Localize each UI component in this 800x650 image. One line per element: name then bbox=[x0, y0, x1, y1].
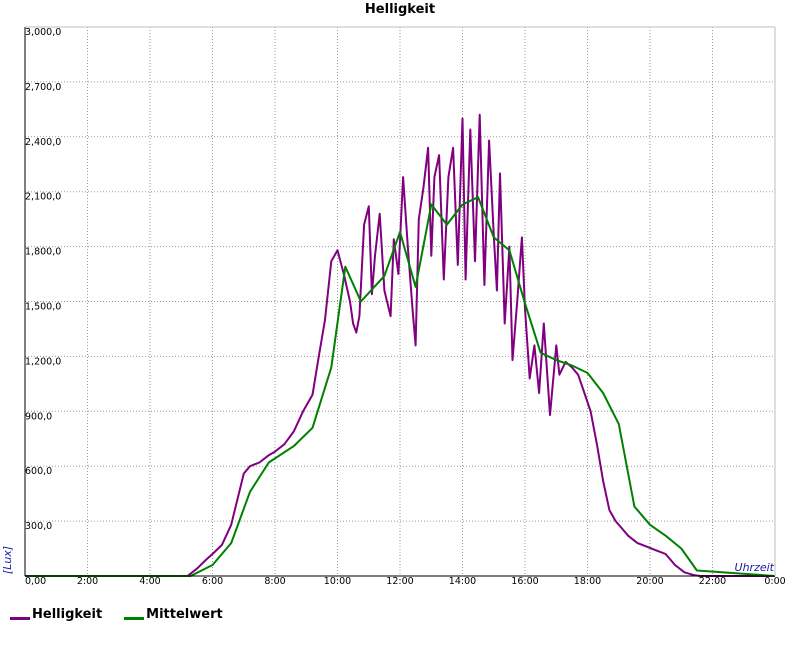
y-tick-label: 3,000,0 bbox=[25, 27, 61, 38]
y-tick-label: 900,0 bbox=[25, 411, 52, 422]
grid bbox=[25, 27, 775, 576]
y-tick-label: 2,100,0 bbox=[25, 192, 61, 203]
legend-item-mittelwert: Mittelwert bbox=[124, 607, 223, 622]
x-tick-label: 8:00 bbox=[264, 576, 285, 587]
y-tick-label: 2,400,0 bbox=[25, 137, 61, 148]
x-tick-label: 16:00 bbox=[511, 576, 538, 587]
x-tick-label: 20:00 bbox=[636, 576, 663, 587]
legend-label-mittelwert: Mittelwert bbox=[146, 607, 223, 622]
y-tick-label: 1,500,0 bbox=[25, 302, 61, 313]
y-axis-title: [Lux] bbox=[1, 546, 14, 574]
legend-item-helligkeit: Helligkeit bbox=[10, 607, 102, 622]
legend-swatch-helligkeit bbox=[10, 617, 30, 620]
series-lines bbox=[25, 113, 776, 577]
series-line-helligkeit bbox=[25, 113, 775, 577]
tick-labels: 2:00 4:00 6:00 8:00 10:00 12:00 14:00 16:00 18:0… bbox=[25, 27, 786, 587]
y-tick-label: 300,0 bbox=[25, 521, 52, 532]
plot-frame bbox=[24, 26, 776, 577]
x-tick-label: 18:00 bbox=[574, 576, 601, 587]
x-tick-label: 10:00 bbox=[324, 576, 351, 587]
y-tick-label: 600,0 bbox=[25, 466, 52, 477]
x-tick-label: 6:00 bbox=[202, 576, 223, 587]
x-tick-label: 2:00 bbox=[77, 576, 98, 587]
y-tick-label: 1,200,0 bbox=[25, 356, 61, 367]
x-tick-label: 12:00 bbox=[386, 576, 413, 587]
x-axis-title: Uhrzeit bbox=[735, 561, 775, 574]
legend-swatch-mittelwert bbox=[124, 617, 145, 620]
y-tick-label: 2,700,0 bbox=[25, 82, 61, 93]
x-tick-label: 0:00 bbox=[764, 576, 785, 587]
legend-label-helligkeit: Helligkeit bbox=[32, 607, 103, 622]
x-tick-label: 22:00 bbox=[699, 576, 726, 587]
legend: Helligkeit Mittelwert bbox=[10, 607, 223, 622]
x-tick-label: 0,00 bbox=[25, 576, 46, 587]
x-tick-label: 14:00 bbox=[449, 576, 476, 587]
chart-title: Helligkeit bbox=[365, 2, 435, 17]
x-tick-label: 4:00 bbox=[139, 576, 160, 587]
y-tick-label: 1,800,0 bbox=[25, 247, 61, 258]
series-line-mittelwert bbox=[25, 196, 776, 577]
